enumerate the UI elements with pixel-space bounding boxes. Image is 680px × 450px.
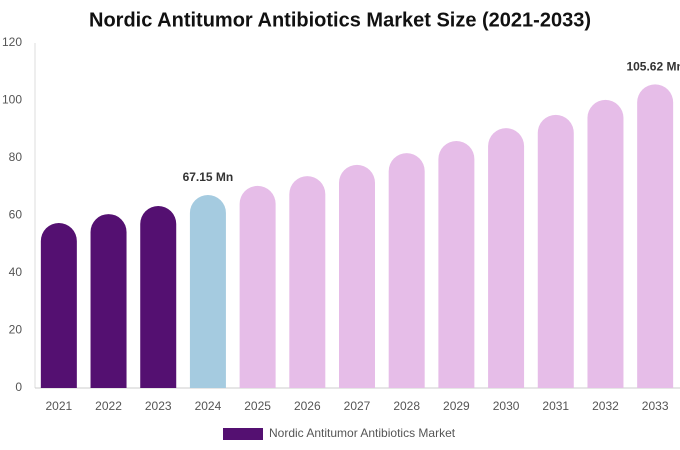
x-tick-label: 2024 xyxy=(195,399,222,413)
bar xyxy=(537,114,574,388)
y-tick-label: 20 xyxy=(9,323,23,337)
y-tick-label: 80 xyxy=(9,150,23,164)
x-tick-label: 2029 xyxy=(443,399,470,413)
bar xyxy=(189,194,226,388)
x-tick-label: 2023 xyxy=(145,399,172,413)
x-tick-label: 2025 xyxy=(244,399,271,413)
y-tick-label: 0 xyxy=(15,380,22,394)
value-label: 67.15 Mn xyxy=(183,170,234,184)
bar xyxy=(388,153,425,388)
bar xyxy=(40,222,77,388)
bar xyxy=(339,164,375,388)
bar xyxy=(438,141,475,388)
y-tick-label: 40 xyxy=(9,265,23,279)
x-tick-label: 2022 xyxy=(95,399,122,413)
x-tick-label: 2030 xyxy=(493,399,520,413)
x-tick-label: 2028 xyxy=(393,399,420,413)
bar xyxy=(239,185,276,388)
x-tick-label: 2031 xyxy=(542,399,569,413)
x-tick-label: 2021 xyxy=(45,399,72,413)
chart-title: Nordic Antitumor Antibiotics Market Size… xyxy=(89,9,591,31)
bar xyxy=(289,176,326,388)
x-tick-label: 2026 xyxy=(294,399,321,413)
x-tick-label: 2032 xyxy=(592,399,619,413)
bar xyxy=(587,99,624,389)
bar xyxy=(488,128,525,388)
y-tick-label: 100 xyxy=(2,93,22,107)
x-tick-label: 2027 xyxy=(344,399,371,413)
value-label: 105.62 Mn xyxy=(626,60,680,74)
y-tick-label: 60 xyxy=(9,208,23,222)
legend-label: Nordic Antitumor Antibiotics Market xyxy=(269,426,456,440)
bar xyxy=(90,214,127,388)
x-tick-label: 2033 xyxy=(642,399,669,413)
legend-swatch xyxy=(223,428,263,440)
y-tick-label: 120 xyxy=(2,35,22,49)
bar xyxy=(140,206,177,388)
bar xyxy=(637,84,674,388)
